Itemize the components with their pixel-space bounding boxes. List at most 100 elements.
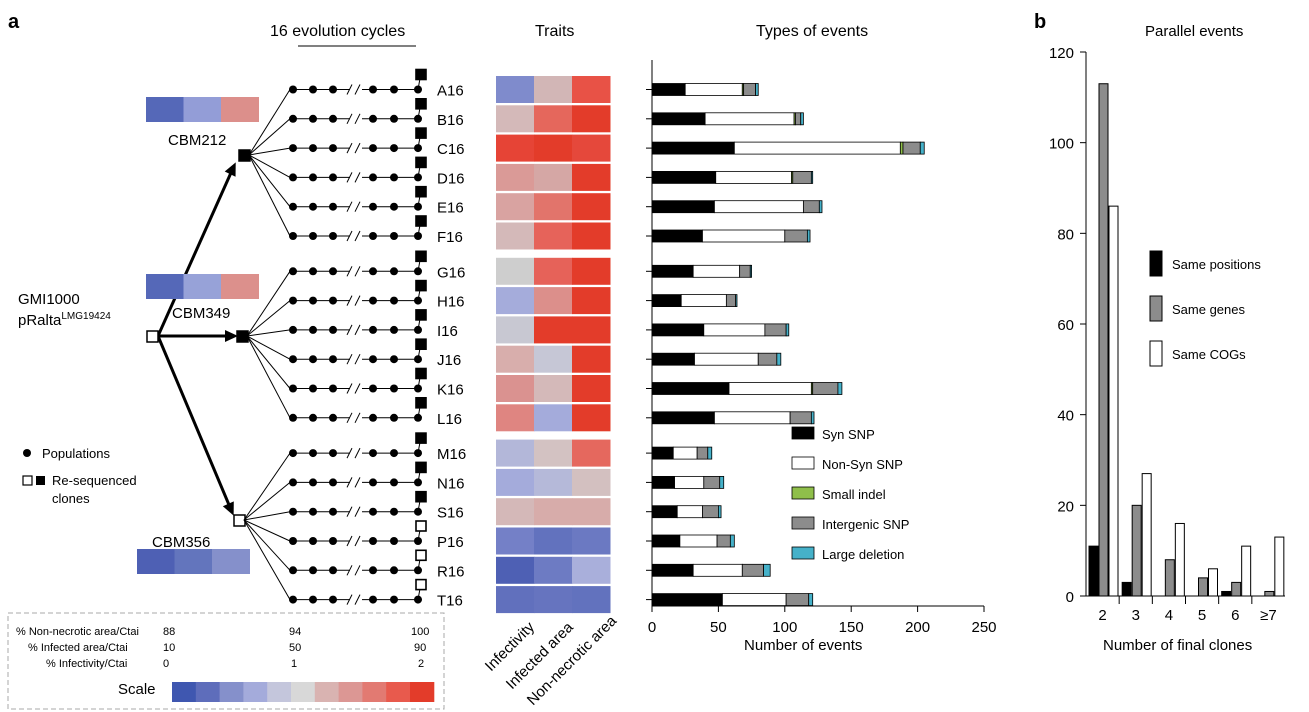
parallel-ytick-label-100: 100 <box>1049 136 1074 153</box>
trait-cell-I16-2 <box>572 316 611 344</box>
break-b-F16 <box>354 230 361 242</box>
legend-clones-1: Re-sequenced <box>52 473 137 488</box>
scale-swatch-8 <box>362 682 387 702</box>
break-a-J16 <box>346 353 353 365</box>
population-dot-I16-2 <box>329 325 337 334</box>
population-dot-S16-2 <box>329 507 337 516</box>
population-dot-B16-4 <box>390 114 398 123</box>
parallel-xtick-label-5: ≥7 <box>1260 607 1277 624</box>
events-bar-R16-1 <box>692 563 743 577</box>
events-bar-P16-1 <box>679 534 718 548</box>
scale-row-label-1: % Infected area/Ctai <box>28 642 128 654</box>
clone-square-A16 <box>415 68 427 81</box>
panel-label-a: a <box>8 11 20 33</box>
population-dot-K16-3 <box>369 384 377 393</box>
break-a-N16 <box>346 477 353 488</box>
population-dot-D16-1 <box>309 173 317 182</box>
population-dot-T16-2 <box>329 595 337 604</box>
break-b-G16 <box>354 266 361 277</box>
trait-cell-J16-1 <box>534 345 573 373</box>
events-bar-L16-4 <box>810 411 815 425</box>
parallel-legend-swatch-1 <box>1149 295 1163 322</box>
population-dot-H16-3 <box>369 296 377 305</box>
events-legend-label-2: Small indel <box>822 487 886 502</box>
branch-S16 <box>243 511 291 521</box>
population-dot-C16-2 <box>329 144 337 153</box>
population-dot-R16-3 <box>369 566 377 575</box>
break-b-E16 <box>354 201 361 212</box>
population-dot-B16-3 <box>369 114 377 123</box>
break-b-A16 <box>354 84 361 95</box>
clone-stem-C16 <box>417 137 421 149</box>
break-a-T16 <box>346 594 353 605</box>
population-dot-J16-4 <box>390 355 398 364</box>
clone-square-B16 <box>415 98 427 110</box>
scale-swatch-1 <box>195 682 221 702</box>
trait-cell-M16-0 <box>496 439 535 467</box>
parallel-bar-6-1 <box>1231 581 1242 597</box>
population-dot-T16-3 <box>369 595 377 604</box>
trait-cell-M16-2 <box>572 439 611 467</box>
events-bar-G16-1 <box>692 264 741 278</box>
trait-cell-T16-0 <box>496 586 535 614</box>
break-b-K16 <box>354 383 361 394</box>
branch-C16 <box>248 147 291 156</box>
events-chart: 0 50 100 150 200 250 Syn SNP Non-Syn SNP Small i… <box>646 60 997 636</box>
population-dot-E16-0 <box>289 202 297 211</box>
clone-square-P16 <box>415 520 427 532</box>
trait-cell-L16-2 <box>572 404 611 432</box>
parallel-xtick-label-3: 5 <box>1198 607 1206 624</box>
events-bar-K16-1 <box>728 382 812 395</box>
parent-trait-swatch-2-1 <box>174 549 213 574</box>
break-b-H16 <box>354 295 361 306</box>
events-bar-S16-0 <box>651 505 678 519</box>
events-bar-B16-3 <box>795 112 802 126</box>
trait-cell-P16-0 <box>496 527 535 555</box>
parallel-legend-label-1: Same genes <box>1172 302 1245 317</box>
clone-stem-F16 <box>417 224 421 237</box>
clone-label-D16: D16 <box>437 170 465 187</box>
branch-L16 <box>246 335 291 419</box>
trait-cell-J16-0 <box>496 345 535 373</box>
events-bar-I16-0 <box>651 323 705 337</box>
parallel-ytick-label-40: 40 <box>1057 408 1074 425</box>
trait-cell-F16-1 <box>534 222 573 250</box>
parallel-bar-4-1 <box>1164 559 1175 597</box>
trait-cell-D16-1 <box>534 163 573 191</box>
population-dot-M16-1 <box>309 449 317 458</box>
events-bar-T16-0 <box>651 593 723 606</box>
events-bar-E16-3 <box>802 200 820 214</box>
scale-swatch-6 <box>314 682 340 702</box>
break-b-I16 <box>354 324 361 336</box>
legend-clones-2: clones <box>52 491 90 506</box>
population-dot-N16-0 <box>289 478 297 487</box>
panel-label-b: b <box>1034 11 1046 33</box>
break-b-J16 <box>354 353 361 365</box>
events-bar-A16-1 <box>684 83 743 96</box>
population-dot-I16-0 <box>289 325 297 334</box>
clone-stem-J16 <box>417 348 421 360</box>
clone-label-I16: I16 <box>437 323 458 340</box>
events-bar-R16-0 <box>651 563 694 577</box>
branch-G16 <box>246 271 291 337</box>
trait-cell-A16-1 <box>534 76 573 103</box>
parallel-title: Parallel events <box>1145 23 1243 40</box>
break-a-P16 <box>346 535 353 547</box>
scale-row-v3-1: 90 <box>414 642 426 654</box>
population-dot-P16-2 <box>329 537 337 545</box>
parent-trait-swatch-0-2 <box>221 97 259 122</box>
trait-cell-M16-1 <box>534 439 573 467</box>
population-dot-S16-0 <box>289 507 297 516</box>
events-bar-H16-3 <box>725 294 737 308</box>
break-b-N16 <box>354 477 361 488</box>
trait-cell-P16-2 <box>572 527 611 555</box>
clone-label-S16: S16 <box>437 505 464 522</box>
population-dot-A16-4 <box>390 85 398 94</box>
events-bar-E16-1 <box>714 200 804 214</box>
parallel-xtick-label-0: 2 <box>1098 607 1106 624</box>
scale-row-label-0: % Non-necrotic area/Ctai <box>16 626 139 638</box>
events-bar-D16-4 <box>810 170 814 184</box>
clone-square-N16 <box>415 461 427 474</box>
branch-K16 <box>246 335 291 389</box>
